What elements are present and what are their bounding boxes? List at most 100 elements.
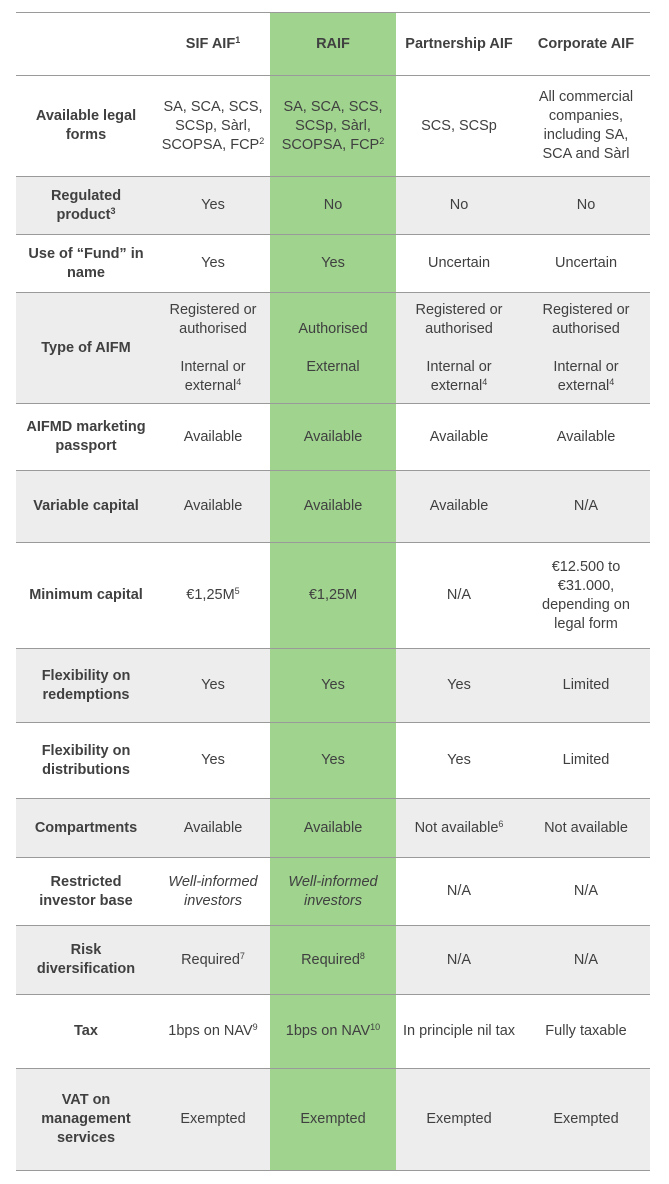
cell-paragraph: Registered or authorised [161, 301, 265, 339]
table-row: Flexibility on redemptions Yes Yes Yes Limit… [16, 648, 650, 723]
table-cell: Yes [270, 234, 396, 293]
table-cell: Available [156, 403, 270, 471]
table-cell: In principle nil tax [396, 994, 522, 1069]
cell-text: Available legal forms [35, 108, 137, 143]
cell-text: Fully taxable [545, 1023, 627, 1039]
cell-text: Well-informed investors [288, 873, 378, 909]
row-label: VAT on management services [16, 1068, 156, 1171]
cell-text: Required [181, 951, 240, 968]
cell-text: Exempted [180, 1111, 246, 1127]
cell-text: Available [429, 498, 489, 514]
cell-text: Not available [544, 819, 628, 836]
cell-text: Yes [201, 752, 225, 768]
footnote-ref: 9 [252, 1022, 258, 1032]
table-cell: Uncertain [396, 234, 522, 293]
cell-text: No [576, 197, 596, 213]
cell-text: Yes [201, 677, 225, 693]
table-cell: Yes [156, 722, 270, 799]
row-label: Flexibility on redemptions [16, 648, 156, 723]
table-row: VAT on management services Exempted Exempt… [16, 1068, 650, 1171]
cell-text: Restricted investor base [39, 873, 133, 909]
cell-text: Yes [447, 677, 471, 693]
row-label: Restricted investor base [16, 857, 156, 926]
cell-text: AIFMD marketing passport [26, 419, 146, 454]
footnote-ref: 7 [239, 950, 245, 961]
cell-text: Partnership AIF [405, 35, 513, 52]
footnote-ref: 10 [370, 1022, 381, 1032]
cell-text: N/A [446, 951, 472, 968]
cell-text: N/A [573, 498, 599, 514]
header-blank [16, 12, 156, 76]
table-cell: Well-informed investors [270, 857, 396, 926]
cell-text: Available [183, 819, 243, 836]
table-cell: Available [156, 470, 270, 543]
cell-text: €1,25M [186, 587, 235, 603]
table-cell: SA, SCA, SCS, SCSp, Sàrl, SCOPSA, FCP2 [270, 75, 396, 177]
row-label: Compartments [16, 798, 156, 858]
cell-paragraph: Registered or authorised [401, 301, 517, 339]
row-label: Available legal forms [16, 75, 156, 177]
table-cell: Fully taxable [522, 994, 650, 1069]
table-cell: Yes [156, 648, 270, 723]
table-cell: SCS, SCSp [396, 75, 522, 177]
row-label: Regulated product3 [16, 176, 156, 235]
cell-text: Yes [321, 677, 345, 693]
footnote-ref: 2 [259, 135, 265, 146]
row-label: AIFMD marketing passport [16, 403, 156, 471]
cell-text: Registered or authorised [542, 301, 630, 337]
cell-text: Variable capital [33, 498, 139, 514]
cell-text: Registered or authorised [169, 301, 257, 337]
cell-text: Available [183, 428, 243, 445]
row-label: Use of “Fund” in name [16, 234, 156, 293]
cell-text: Available [183, 498, 243, 514]
cell-paragraph: Internal or external4 [401, 358, 517, 396]
table-cell: Exempted [156, 1068, 270, 1171]
column-header: SIF AIF1 [156, 12, 270, 76]
table-cell: Registered or authorised Internal or exte… [156, 292, 270, 404]
cell-text: 1bps on NAV [168, 1023, 253, 1039]
table-row: AIFMD marketing passport Available Availab… [16, 403, 650, 471]
cell-paragraph: Internal or external4 [161, 358, 265, 396]
table-cell: Yes [396, 722, 522, 799]
table-row: Minimum capital €1,25M5 €1,25M N/A €12.500 t… [16, 542, 650, 649]
cell-text: VAT on management services [41, 1092, 131, 1146]
footnote-ref: 5 [234, 586, 240, 596]
footnote-ref: 1 [235, 34, 241, 45]
table-cell: N/A [396, 542, 522, 649]
cell-text: Tax [74, 1023, 98, 1039]
table-cell: No [522, 176, 650, 235]
cell-paragraph: External [275, 358, 391, 377]
table-cell: 1bps on NAV10 [270, 994, 396, 1069]
footnote-ref: 3 [110, 205, 116, 216]
table-row: Use of “Fund” in name Yes Yes Uncertain Unce… [16, 234, 650, 293]
table-cell: Required8 [270, 925, 396, 995]
table-cell: Limited [522, 722, 650, 799]
column-header: Partnership AIF [396, 12, 522, 76]
row-label: Variable capital [16, 470, 156, 543]
table-row: Variable capital Available Available Availa… [16, 470, 650, 543]
cell-text: External [306, 358, 360, 375]
table-cell: Available [396, 403, 522, 471]
table-cell: N/A [522, 857, 650, 926]
row-label: Flexibility on distributions [16, 722, 156, 799]
footnote-ref: 8 [359, 950, 365, 961]
cell-text: Authorised [298, 320, 368, 337]
cell-text: Type of AIFM [41, 339, 131, 356]
cell-text: Available [556, 428, 616, 445]
cell-text: Regulated product [50, 187, 122, 223]
footnote-ref: 6 [498, 818, 504, 829]
footnote-ref: 4 [236, 376, 242, 387]
table-cell: Limited [522, 648, 650, 723]
table-cell: Yes [270, 722, 396, 799]
cell-text: €1,25M [308, 587, 358, 603]
row-label: Type of AIFM [16, 292, 156, 404]
cell-paragraph: Authorised [275, 320, 391, 339]
table-cell: Available [522, 403, 650, 471]
table-row: Flexibility on distributions Yes Yes Yes Lim… [16, 722, 650, 799]
row-label: Minimum capital [16, 542, 156, 649]
cell-text: Uncertain [554, 255, 618, 271]
cell-text: Exempted [426, 1111, 492, 1127]
cell-text: Available [429, 428, 489, 445]
cell-text: Limited [562, 677, 610, 693]
cell-text: Yes [201, 197, 225, 213]
